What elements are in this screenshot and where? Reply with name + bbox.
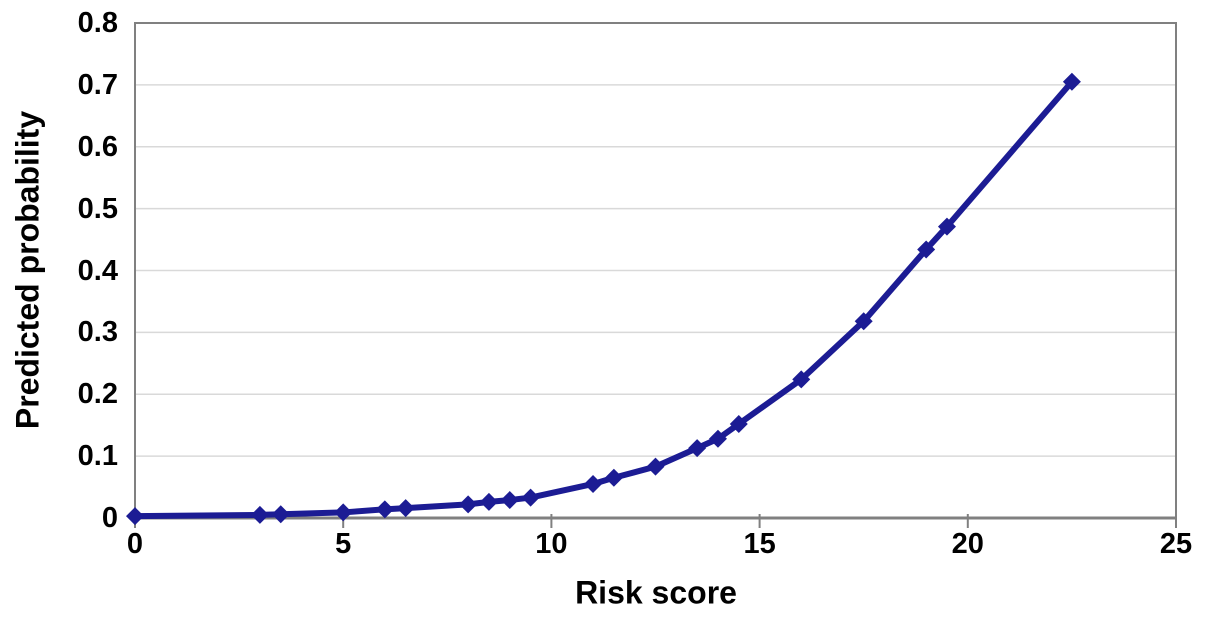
- data-point-marker: [334, 503, 353, 522]
- data-point-marker: [271, 505, 290, 524]
- data-point-marker: [1062, 72, 1081, 91]
- data-point-marker: [646, 457, 665, 476]
- y-axis-title: Predicted probability: [9, 110, 46, 430]
- data-point-marker: [479, 492, 498, 511]
- data-point-marker: [792, 370, 811, 389]
- data-point-marker: [688, 439, 707, 458]
- data-point-marker: [729, 414, 748, 433]
- data-point-marker: [584, 474, 603, 493]
- data-point-marker: [500, 491, 519, 510]
- data-point-marker: [917, 240, 936, 259]
- data-point-marker: [459, 495, 478, 514]
- data-point-marker: [375, 500, 394, 519]
- data-point-marker: [854, 312, 873, 331]
- data-point-marker: [708, 429, 727, 448]
- data-point-marker: [937, 217, 956, 236]
- data-point-marker: [604, 468, 623, 487]
- data-point-marker: [521, 488, 540, 507]
- x-axis-title: Risk score: [575, 574, 737, 611]
- data-point-marker: [126, 507, 144, 526]
- data-point-marker: [396, 499, 415, 518]
- data-point-marker: [250, 505, 269, 524]
